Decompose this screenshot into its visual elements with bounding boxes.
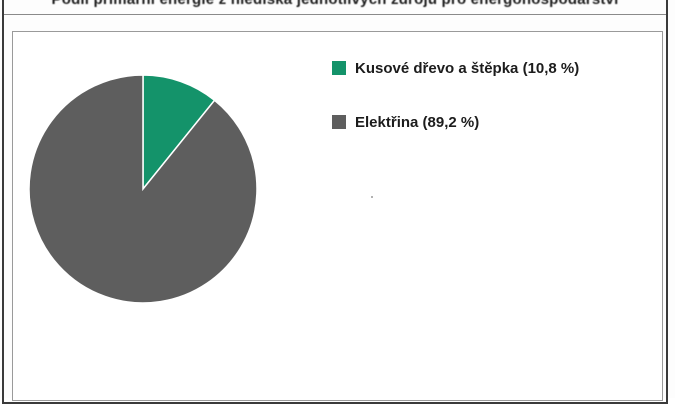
legend-item-wood: Kusové dřevo a štěpka (10,8 %): [332, 57, 579, 79]
legend-swatch-wood: [332, 61, 346, 75]
pie-slice-electricity: [28, 74, 258, 304]
title-divider: [4, 14, 666, 15]
legend: Kusové dřevo a štěpka (10,8 %) Elektřina…: [332, 57, 579, 165]
chart-title: Podíl primární energie z hlediska jednot…: [4, 0, 666, 8]
legend-swatch-electricity: [332, 115, 346, 129]
legend-label-electricity: Elektřina (89,2 %): [355, 113, 480, 131]
title-strip: Podíl primární energie z hlediska jednot…: [4, 0, 666, 10]
scan-speck: [371, 196, 373, 198]
legend-item-electricity: Elektřina (89,2 %): [332, 111, 579, 133]
legend-label-wood: Kusové dřevo a štěpka (10,8 %): [355, 59, 580, 77]
pie-slice-wood: [142, 74, 216, 192]
